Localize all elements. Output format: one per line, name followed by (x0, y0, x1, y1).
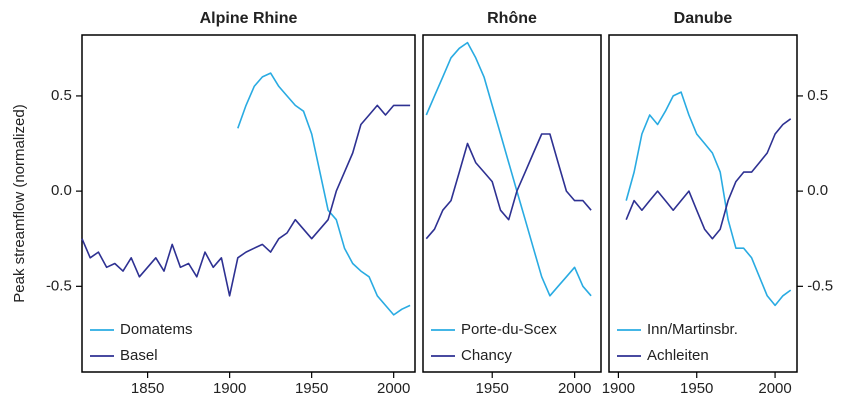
panel-title: Alpine Rhine (200, 10, 298, 27)
plot-frame (608, 34, 798, 373)
legend-label: Porte-du-Scex (461, 321, 557, 338)
x-tick-label: 1850 (131, 380, 164, 397)
plot-frame (81, 34, 416, 373)
y-tick-label: 0.5 (51, 87, 72, 104)
legend-label: Domatems (120, 321, 193, 338)
series-line (425, 133, 592, 240)
y-tick-label: 0.0 (807, 182, 828, 199)
series-line (625, 91, 792, 307)
plot-frame (422, 34, 602, 373)
x-tick-label: 2000 (758, 380, 791, 397)
legend-label: Chancy (461, 347, 512, 364)
y-tick-label: 0.5 (807, 87, 828, 104)
legend-label: Basel (120, 347, 158, 364)
x-tick-label: 2000 (558, 380, 591, 397)
series-line (237, 72, 411, 316)
series-line (81, 104, 411, 297)
y-tick-label: 0.0 (51, 182, 72, 199)
x-tick-label: 1900 (602, 380, 635, 397)
x-tick-label: 2000 (377, 380, 410, 397)
panel-title: Danube (674, 10, 733, 27)
legend-label: Achleiten (647, 347, 709, 364)
y-tick-label: -0.5 (807, 277, 833, 294)
y-tick-label: -0.5 (46, 277, 72, 294)
series-line (625, 118, 792, 240)
x-tick-label: 1950 (476, 380, 509, 397)
x-tick-label: 1950 (680, 380, 713, 397)
y-axis-label: Peak streamflow (normalized) (11, 104, 28, 302)
panel-title: Rhône (487, 10, 537, 27)
legend-label: Inn/Martinsbr. (647, 321, 738, 338)
x-tick-label: 1950 (295, 380, 328, 397)
series-line (425, 41, 592, 297)
x-tick-label: 1900 (213, 380, 246, 397)
